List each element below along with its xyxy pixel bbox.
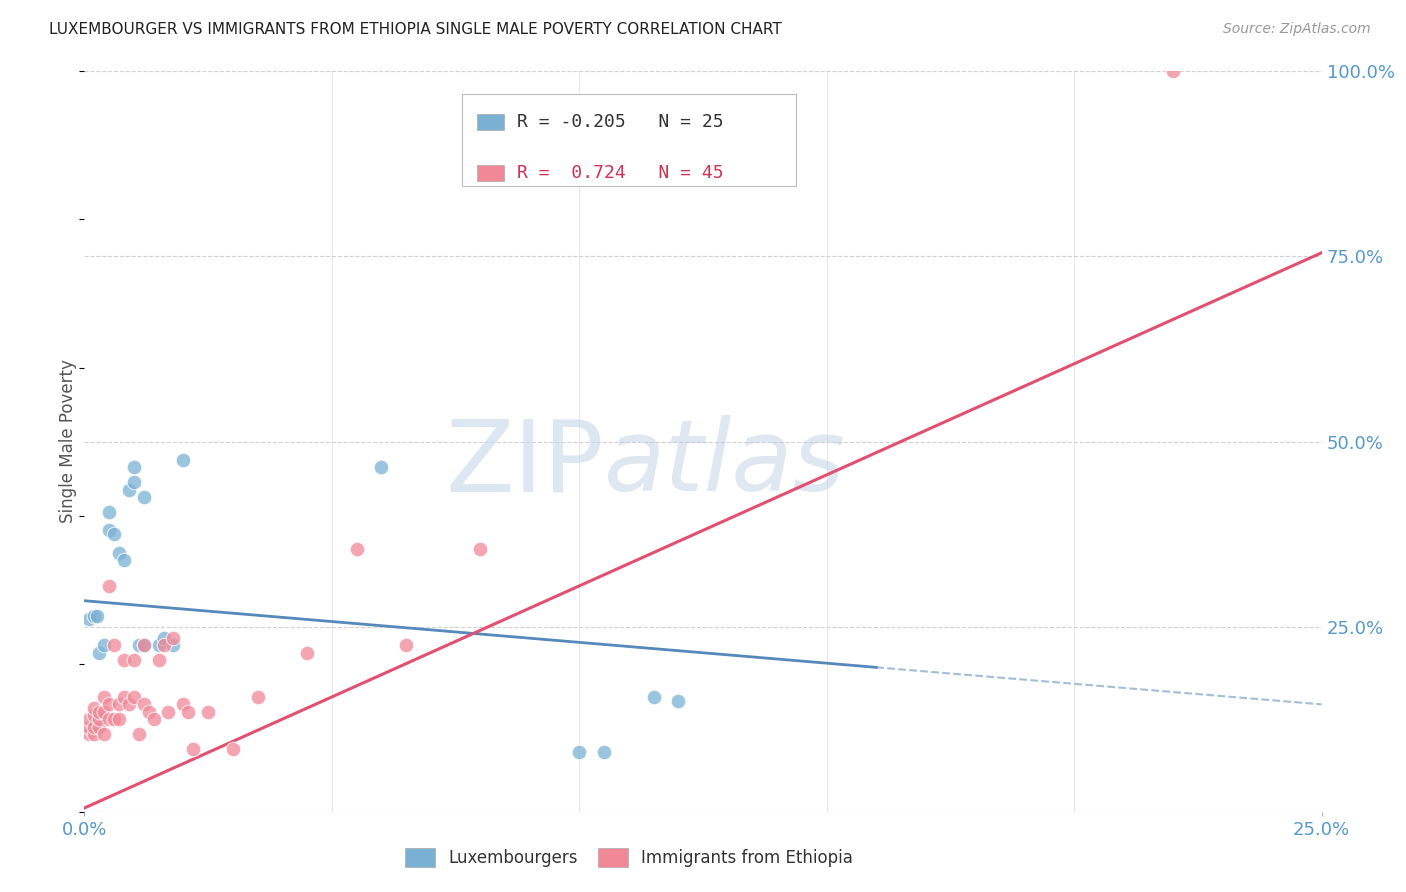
Point [103,638,125,652]
Point [162,631,184,645]
Text: ZIP: ZIP [446,416,605,512]
FancyBboxPatch shape [477,165,503,181]
Point [177,705,200,719]
Point [98,505,121,519]
Point [83,727,105,741]
Y-axis label: Single Male Poverty: Single Male Poverty [59,359,77,524]
Point [112,653,135,667]
Point [79,727,101,741]
Point [122,475,145,490]
Point [593,746,616,760]
Point [89,712,111,726]
Point [89,646,111,660]
Point [122,460,145,475]
Point [93,727,115,741]
Point [89,705,111,719]
Point [83,701,105,715]
Point [295,646,318,660]
Point [128,638,150,652]
Point [103,527,125,541]
Point [197,705,219,719]
Point [79,712,101,726]
Point [122,653,145,667]
Point [118,483,141,497]
Point [93,690,115,704]
Point [83,608,105,623]
Point [86,608,108,623]
Point [108,712,131,726]
Text: R = -0.205   N = 25: R = -0.205 N = 25 [517,112,724,131]
Point [79,612,101,626]
Point [118,698,141,712]
Point [132,490,155,504]
Text: Source: ZipAtlas.com: Source: ZipAtlas.com [1223,22,1371,37]
Point [98,524,121,538]
Point [568,746,591,760]
Point [83,708,105,723]
Point [142,712,165,726]
FancyBboxPatch shape [461,94,796,186]
Point [222,741,245,756]
Point [132,698,155,712]
Point [98,712,121,726]
Point [152,638,174,652]
Point [152,631,174,645]
Point [98,579,121,593]
Point [643,690,665,704]
Point [148,653,170,667]
FancyBboxPatch shape [477,113,503,130]
Point [370,460,392,475]
Point [395,638,418,652]
Point [162,638,184,652]
Point [132,638,155,652]
Legend: Luxembourgers, Immigrants from Ethiopia: Luxembourgers, Immigrants from Ethiopia [398,841,859,874]
Point [346,541,368,556]
Point [148,638,170,652]
Point [93,705,115,719]
Point [172,453,194,467]
Point [181,741,204,756]
Point [172,698,194,712]
Point [98,698,121,712]
Point [128,727,150,741]
Point [108,546,131,560]
Point [122,690,145,704]
Point [112,690,135,704]
Point [93,638,115,652]
Point [246,690,269,704]
Point [132,638,155,652]
Point [157,705,180,719]
Point [83,720,105,734]
Point [108,698,131,712]
Point [666,694,689,708]
Point [138,705,160,719]
Text: R =  0.724   N = 45: R = 0.724 N = 45 [517,164,724,182]
Point [470,541,492,556]
Point [103,712,125,726]
Text: LUXEMBOURGER VS IMMIGRANTS FROM ETHIOPIA SINGLE MALE POVERTY CORRELATION CHART: LUXEMBOURGER VS IMMIGRANTS FROM ETHIOPIA… [49,22,782,37]
Text: atlas: atlas [605,416,845,512]
Point [112,553,135,567]
Point [89,720,111,734]
Point [1161,64,1184,78]
Point [79,720,101,734]
